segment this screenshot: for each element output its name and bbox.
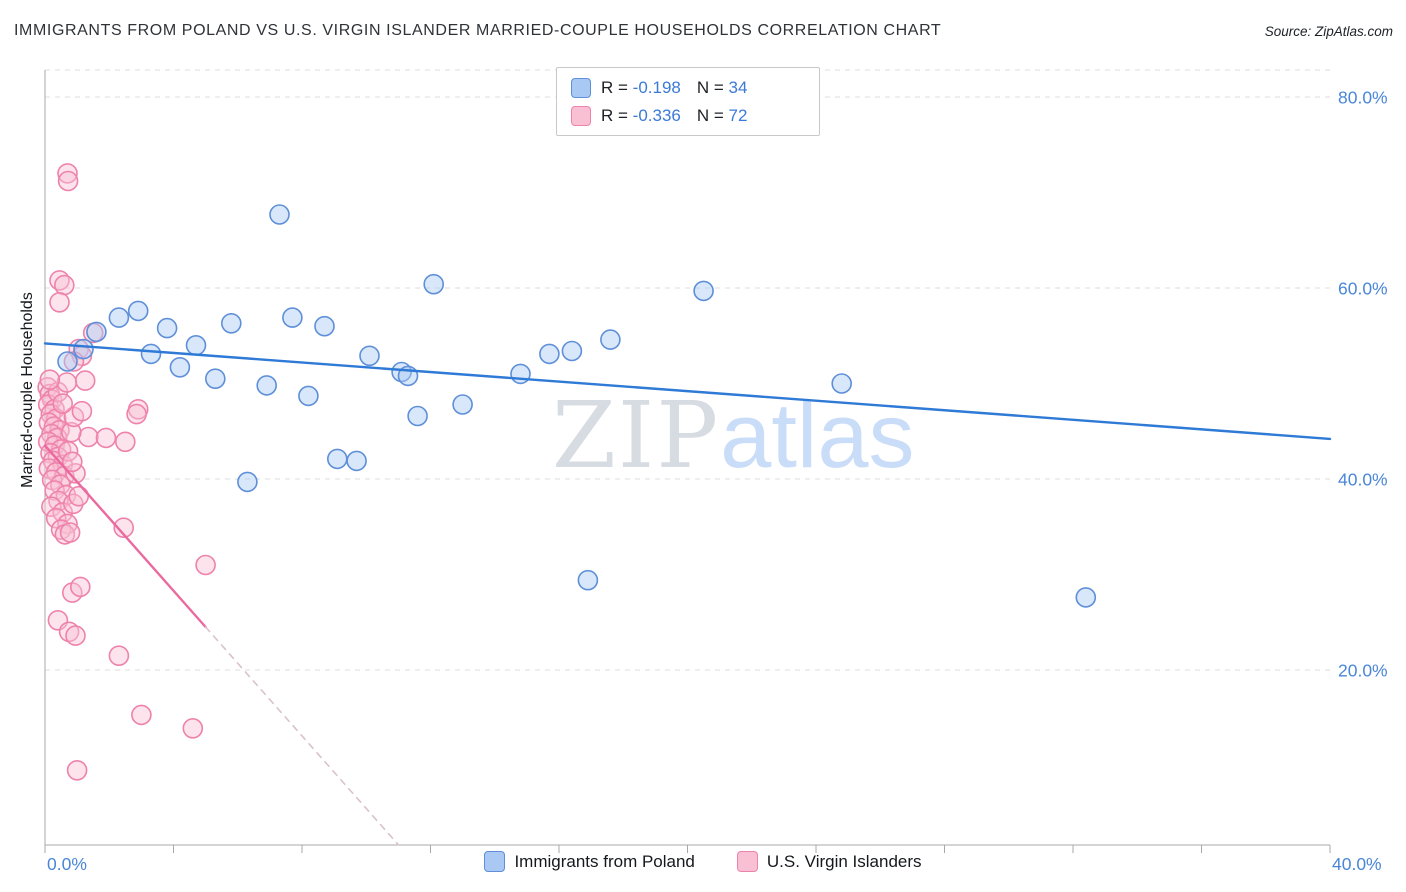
chart-title: IMMIGRANTS FROM POLAND VS U.S. VIRGIN IS…: [14, 22, 942, 39]
scatter-point-virgin-islanders[interactable]: [49, 291, 70, 313]
scatter-point-poland[interactable]: [510, 363, 531, 385]
scatter-point-poland[interactable]: [237, 471, 258, 493]
scatter-point-virgin-islanders[interactable]: [126, 403, 147, 425]
scatter-point-poland[interactable]: [57, 351, 78, 372]
scatter-point-virgin-islanders[interactable]: [52, 393, 74, 414]
series-virgin-islanders: [37, 163, 216, 781]
scatter-point-poland[interactable]: [359, 345, 380, 367]
n-value-virgin-islanders: 72: [728, 106, 748, 125]
scatter-point-poland[interactable]: [298, 385, 319, 407]
scatter-point-virgin-islanders[interactable]: [65, 625, 86, 646]
scatter-point-poland[interactable]: [205, 368, 226, 390]
scatter-point-poland[interactable]: [156, 317, 178, 339]
scatter-point-virgin-islanders[interactable]: [182, 717, 204, 739]
trend-line-poland: [43, 342, 1332, 441]
legend-item-poland[interactable]: Immigrants from Poland: [484, 851, 695, 872]
scatter-point-virgin-islanders[interactable]: [70, 576, 91, 598]
n-label: N =: [696, 78, 729, 97]
legend-label-virgin-islanders: U.S. Virgin Islanders: [766, 851, 922, 871]
scatter-point-poland[interactable]: [600, 329, 621, 350]
chart-legend: Immigrants from Poland U.S. Virgin Islan…: [0, 851, 1406, 872]
scatter-point-poland[interactable]: [127, 300, 149, 322]
scatter-point-virgin-islanders[interactable]: [62, 451, 83, 473]
scatter-point-poland[interactable]: [539, 343, 560, 365]
scatter-point-virgin-islanders[interactable]: [44, 480, 65, 501]
scatter-point-poland[interactable]: [73, 338, 94, 360]
scatter-point-virgin-islanders[interactable]: [59, 522, 81, 543]
legend-swatch-virgin-islanders-icon: [736, 851, 758, 872]
scatter-point-virgin-islanders[interactable]: [61, 421, 82, 443]
scatter-point-virgin-islanders[interactable]: [54, 274, 75, 296]
scatter-point-poland[interactable]: [407, 405, 428, 427]
scatter-point-virgin-islanders[interactable]: [50, 474, 71, 496]
scatter-point-virgin-islanders[interactable]: [74, 370, 96, 391]
scatter-point-virgin-islanders[interactable]: [57, 163, 78, 184]
y-axis-title: Married-couple Households: [19, 292, 36, 488]
scatter-point-virgin-islanders[interactable]: [71, 400, 93, 422]
scatter-point-virgin-islanders[interactable]: [131, 704, 152, 726]
scatter-point-poland[interactable]: [86, 321, 107, 343]
r-label: R =: [601, 78, 633, 97]
scatter-point-poland[interactable]: [314, 315, 335, 337]
scatter-point-poland[interactable]: [269, 204, 290, 225]
x-tick-label: 40.0%: [1332, 854, 1382, 874]
scatter-point-poland[interactable]: [561, 340, 583, 362]
stats-row-virgin-islanders: R = -0.336 N = 72: [571, 105, 805, 126]
scatter-point-poland[interactable]: [326, 448, 348, 470]
y-tick-label: 20.0%: [1338, 661, 1388, 681]
scatter-point-virgin-islanders[interactable]: [115, 431, 136, 453]
scatter-point-virgin-islanders[interactable]: [113, 517, 134, 539]
correlation-stats-box: R = -0.198 N = 34 R = -0.336 N = 72: [556, 67, 820, 136]
scatter-point-poland[interactable]: [693, 280, 714, 302]
scatter-point-virgin-islanders[interactable]: [195, 554, 216, 576]
scatter-point-poland[interactable]: [577, 569, 599, 591]
scatter-point-virgin-islanders[interactable]: [65, 462, 86, 484]
scatter-point-virgin-islanders[interactable]: [41, 496, 62, 518]
scatter-point-poland[interactable]: [256, 375, 278, 396]
scatter-point-virgin-islanders[interactable]: [39, 369, 61, 391]
legend-swatch-poland-icon: [484, 851, 506, 872]
stats-row-poland: R = -0.198 N = 34: [571, 77, 805, 98]
scatter-point-poland[interactable]: [282, 307, 303, 328]
n-label: N =: [696, 106, 729, 125]
scatter-point-virgin-islanders[interactable]: [66, 759, 88, 781]
scatter-point-poland[interactable]: [831, 373, 853, 394]
virgin-islanders-swatch-icon: [571, 105, 591, 126]
scatter-point-poland[interactable]: [346, 450, 367, 472]
poland-swatch-icon: [571, 77, 591, 98]
scatter-point-poland[interactable]: [1075, 587, 1097, 608]
trend-line-virgin-islanders: [43, 444, 207, 629]
scatter-point-virgin-islanders[interactable]: [108, 645, 130, 667]
series-poland: [57, 91, 1097, 608]
y-tick-label: 80.0%: [1338, 88, 1388, 108]
scatter-point-virgin-islanders[interactable]: [78, 426, 99, 448]
scatter-point-poland[interactable]: [108, 307, 130, 328]
scatter-point-virgin-islanders[interactable]: [58, 621, 80, 643]
legend-label-poland: Immigrants from Poland: [514, 851, 695, 871]
x-tick-label: 0.0%: [47, 854, 87, 874]
scatter-point-poland[interactable]: [169, 356, 191, 378]
legend-item-virgin-islanders[interactable]: U.S. Virgin Islanders: [736, 851, 922, 872]
scatter-point-poland[interactable]: [185, 334, 207, 356]
scatter-point-poland[interactable]: [423, 273, 445, 295]
trend-line-virgin-islanders-extrapolated: [204, 626, 400, 846]
r-value-poland: -0.198: [632, 78, 681, 97]
scatter-point-poland[interactable]: [140, 343, 162, 365]
y-tick-label: 40.0%: [1338, 470, 1388, 490]
y-tick-label: 60.0%: [1338, 279, 1388, 299]
source-label: Source: ZipAtlas.com: [1264, 24, 1393, 39]
n-value-poland: 34: [728, 78, 748, 97]
scatter-point-virgin-islanders[interactable]: [45, 507, 67, 529]
scatter-point-virgin-islanders[interactable]: [95, 427, 117, 449]
scatter-point-virgin-islanders[interactable]: [56, 372, 78, 393]
r-value-virgin-islanders: -0.336: [632, 106, 681, 125]
scatter-point-virgin-islanders[interactable]: [57, 170, 79, 192]
scatter-point-poland[interactable]: [221, 312, 242, 334]
scatter-point-poland[interactable]: [452, 394, 473, 415]
r-label: R =: [601, 106, 633, 125]
